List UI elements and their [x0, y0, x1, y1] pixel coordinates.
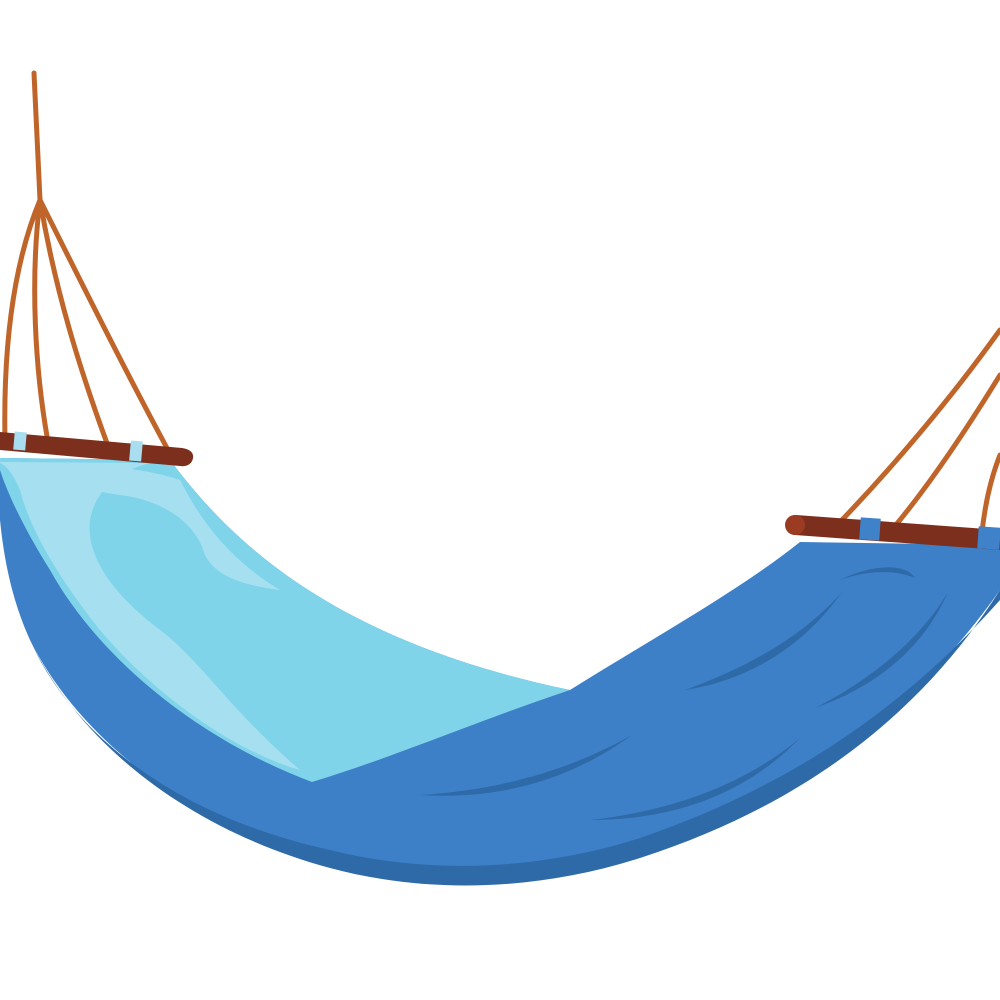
left-hanging-rope	[31, 70, 43, 203]
hammock-inner-highlight	[0, 462, 300, 770]
fabric-folds	[420, 567, 948, 820]
right-spreader-bar	[785, 515, 1000, 550]
right-ropes	[837, 327, 1000, 535]
right-rope-1	[837, 327, 1000, 525]
right-rope-2	[892, 372, 1000, 529]
left-spreader-bar	[0, 431, 194, 467]
left-rope-1	[2, 197, 43, 443]
left-rope-4	[37, 197, 171, 453]
right-rope-3	[979, 452, 1000, 535]
left-rope-3	[37, 197, 111, 449]
left-rope-2	[32, 197, 51, 445]
fold-line-1	[420, 735, 632, 796]
fold-line-2	[590, 738, 800, 820]
hammock-inner-highlight-2	[70, 466, 280, 590]
hammock-fabric-inner	[0, 458, 570, 782]
fold-line-5	[840, 567, 915, 580]
left-ropes	[2, 70, 171, 453]
